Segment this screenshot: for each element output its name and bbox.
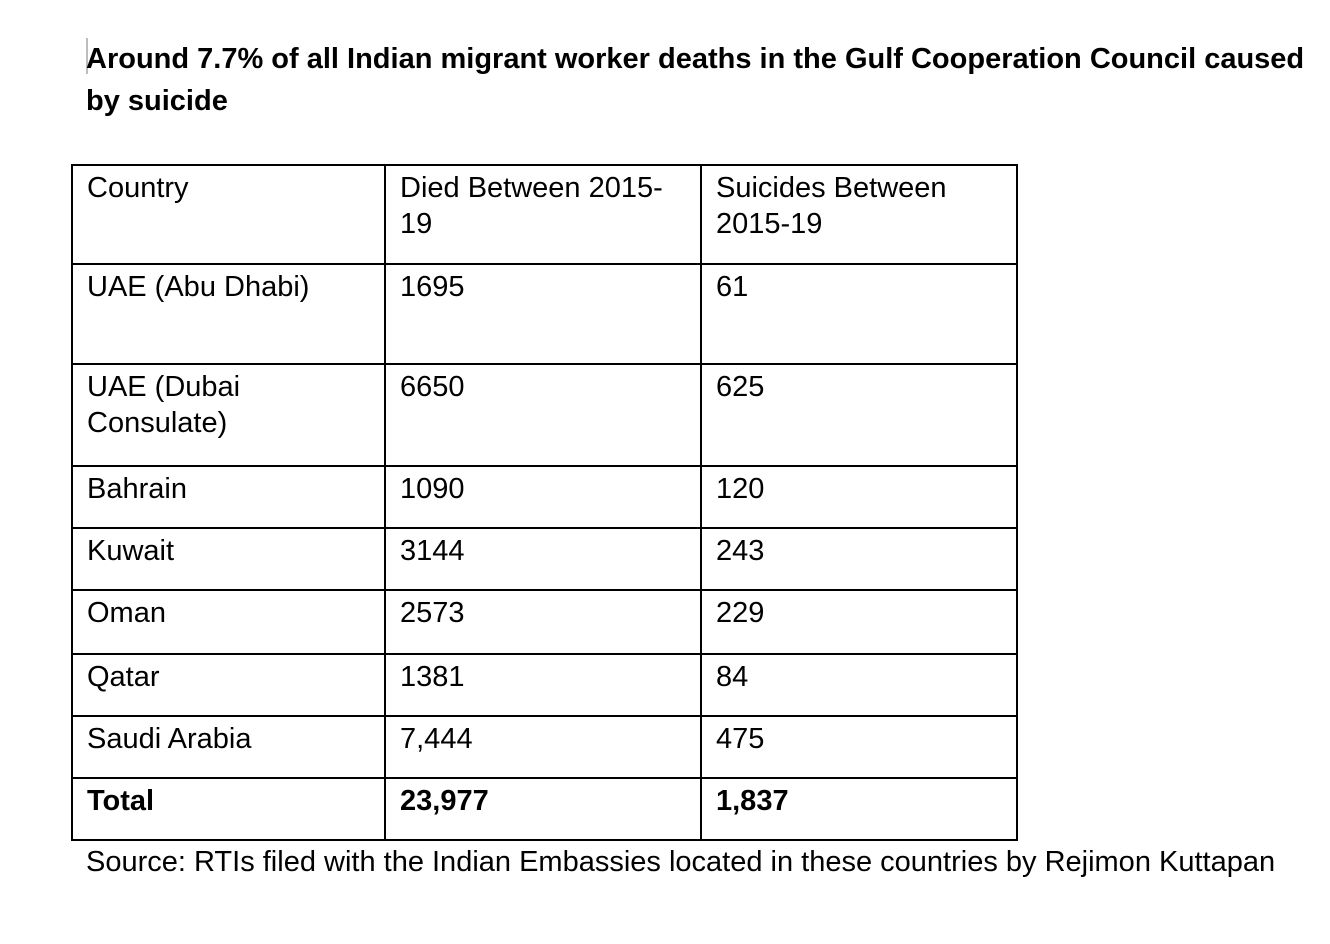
source-note: Source: RTIs filed with the Indian Embas… [86, 846, 1276, 878]
cell-country: UAE (Abu Dhabi) [71, 263, 386, 365]
cell-country: Saudi Arabia [71, 715, 386, 779]
header-died: Died Between 2015-19 [384, 164, 702, 265]
table-header-row: Country Died Between 2015-19 Suicides Be… [71, 164, 1018, 265]
cell-died: 7,444 [384, 715, 702, 779]
table-row: Kuwait 3144 243 [71, 527, 1018, 591]
table-row: Bahrain 1090 120 [71, 465, 1018, 529]
cell-suicides: 475 [700, 715, 1018, 779]
cell-country: Bahrain [71, 465, 386, 529]
table-row: UAE (Abu Dhabi) 1695 61 [71, 263, 1018, 365]
cell-suicides: 229 [700, 589, 1018, 655]
document-title: Around 7.7% of all Indian migrant worker… [86, 43, 1305, 117]
cell-died: 2573 [384, 589, 702, 655]
total-suicides: 1,837 [700, 777, 1018, 841]
cell-country: Qatar [71, 653, 386, 717]
cell-suicides: 61 [700, 263, 1018, 365]
deaths-table: Country Died Between 2015-19 Suicides Be… [71, 164, 1018, 841]
table-total-row: Total 23,977 1,837 [71, 777, 1018, 841]
table-row: Oman 2573 229 [71, 589, 1018, 655]
table-row: Saudi Arabia 7,444 475 [71, 715, 1018, 779]
cell-died: 1090 [384, 465, 702, 529]
cell-died: 1695 [384, 263, 702, 365]
cell-suicides: 625 [700, 363, 1018, 467]
cell-died: 3144 [384, 527, 702, 591]
table-row: Qatar 1381 84 [71, 653, 1018, 717]
cell-died: 6650 [384, 363, 702, 467]
header-suicides: Suicides Between 2015-19 [700, 164, 1018, 265]
cell-died: 1381 [384, 653, 702, 717]
cell-suicides: 84 [700, 653, 1018, 717]
header-country: Country [71, 164, 386, 265]
cell-suicides: 243 [700, 527, 1018, 591]
table-row: UAE (Dubai Consulate) 6650 625 [71, 363, 1018, 467]
cell-country: Kuwait [71, 527, 386, 591]
cell-country: UAE (Dubai Consulate) [71, 363, 386, 467]
total-died: 23,977 [384, 777, 702, 841]
total-label: Total [71, 777, 386, 841]
cell-suicides: 120 [700, 465, 1018, 529]
cell-country: Oman [71, 589, 386, 655]
text-cursor [86, 38, 88, 74]
